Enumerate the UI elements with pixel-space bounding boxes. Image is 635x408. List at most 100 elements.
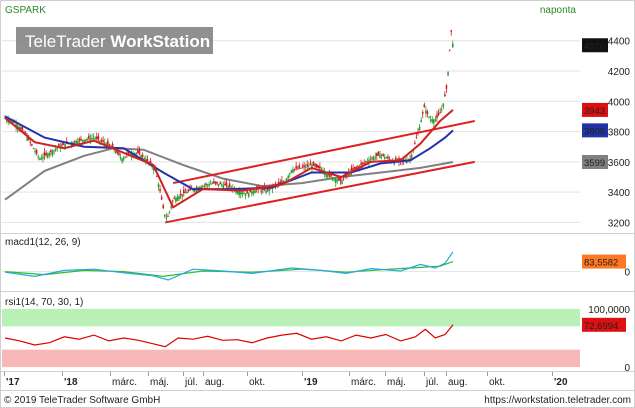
rsi-tick-label: 100,0000: [588, 305, 630, 316]
candle-body: [334, 178, 337, 183]
ma-mid-line: [4, 115, 454, 191]
ma-short-path: [4, 109, 454, 209]
candle-body: [298, 165, 301, 169]
candle-body: [448, 49, 451, 51]
candle-body: [127, 151, 130, 155]
candle-body: [445, 85, 448, 89]
candle-body: [37, 156, 40, 158]
macd-value-badge-bg: [582, 254, 626, 269]
time-tick-label: júl.: [184, 377, 198, 388]
candle-body: [160, 196, 163, 200]
candle-body: [369, 159, 372, 161]
price-value-badge-text: 3808: [584, 126, 605, 137]
candle-body: [300, 168, 302, 170]
candle-body: [279, 181, 282, 184]
candle-body: [290, 170, 293, 173]
footer-link[interactable]: https://workstation.teletrader.com: [484, 395, 631, 406]
candle-body: [206, 184, 209, 186]
candle-body: [108, 144, 111, 146]
candle-body: [372, 157, 375, 161]
candle-body: [277, 181, 280, 184]
candle-body: [54, 149, 57, 151]
candle-body: [122, 157, 125, 160]
candle-body: [452, 43, 454, 48]
candle-body: [83, 139, 85, 143]
price-value-badge: 3943: [582, 102, 608, 117]
candle-body: [42, 156, 44, 159]
watermark-logo: TeleTrader WorkStation: [16, 27, 213, 54]
macd-axis: 0 83,5582: [582, 254, 630, 279]
candle-body: [78, 138, 81, 141]
candle-body: [379, 154, 381, 159]
candle-body: [20, 127, 22, 129]
channel-lower-line: [165, 160, 475, 224]
candle-body: [289, 172, 291, 175]
candle-body: [387, 156, 389, 159]
rsi-title: rsi1(14, 70, 30, 1): [5, 297, 83, 308]
candle-body: [97, 135, 100, 140]
copyright-text: © 2019 TeleTrader Software GmbH: [4, 395, 160, 406]
candle-body: [119, 157, 122, 159]
candle-body: [200, 186, 203, 190]
channel-upper-line: [172, 119, 475, 185]
candle-body: [325, 173, 328, 177]
candle-body: [260, 189, 263, 193]
candle-body: [376, 152, 378, 157]
macd-tick-label: 0: [624, 268, 630, 279]
svg-text:TeleTrader WorkStation: TeleTrader WorkStation: [25, 32, 210, 51]
candle-body: [107, 140, 109, 145]
price-tick-label: 3800: [608, 128, 631, 139]
candle-body: [51, 150, 54, 155]
candle-body: [34, 150, 36, 152]
candle-body: [186, 191, 188, 194]
rsi-value-badge-text: 72,6994: [584, 321, 618, 332]
rsi-line-path: [4, 324, 454, 348]
candle-body: [114, 150, 117, 153]
candle-body: [157, 183, 160, 187]
candle-body: [84, 139, 87, 141]
candle-body: [194, 188, 196, 192]
candle-body: [330, 174, 332, 177]
candle-body: [301, 166, 304, 168]
candle-body: [254, 190, 256, 194]
candle-body: [309, 163, 312, 166]
candle-body: [244, 193, 247, 197]
candle-body: [304, 166, 307, 168]
candle-body: [46, 153, 49, 158]
candle-body: [167, 215, 169, 217]
rsi-tick-label: 0: [624, 363, 630, 374]
candle-body: [91, 138, 93, 140]
candle-body: [364, 161, 367, 163]
rsi-axis: 0 100,0000 72,6994: [582, 305, 630, 374]
rsi-line: [4, 324, 454, 348]
candle-body: [64, 144, 66, 148]
candle-body: [32, 148, 35, 150]
candle-body: [146, 158, 149, 161]
candle-body: [345, 175, 348, 177]
candle-body: [102, 139, 104, 142]
candle-body: [429, 119, 432, 121]
macd-value-badge-text: 83,5582: [584, 258, 618, 269]
candle-body: [228, 183, 231, 187]
candle-body: [16, 125, 19, 129]
candle-body: [268, 189, 271, 192]
candle-body: [418, 126, 421, 131]
candle-body: [319, 166, 321, 169]
candle-body: [219, 182, 221, 185]
price-tick-label: 3400: [608, 188, 631, 199]
watermark-box: [16, 27, 213, 54]
candle-body: [21, 126, 24, 131]
price-tick-label: 3200: [608, 218, 631, 229]
candle-body: [315, 164, 318, 168]
candle-body: [141, 154, 144, 157]
candle-body: [57, 144, 60, 148]
candle-body: [444, 94, 446, 97]
candle-body: [292, 169, 294, 173]
candle-body: [99, 140, 101, 142]
candle-body: [187, 190, 190, 192]
candle-body: [213, 181, 215, 184]
candle-body: [311, 165, 313, 169]
price-tick-label: 4200: [608, 67, 631, 78]
candle-body: [178, 196, 180, 200]
